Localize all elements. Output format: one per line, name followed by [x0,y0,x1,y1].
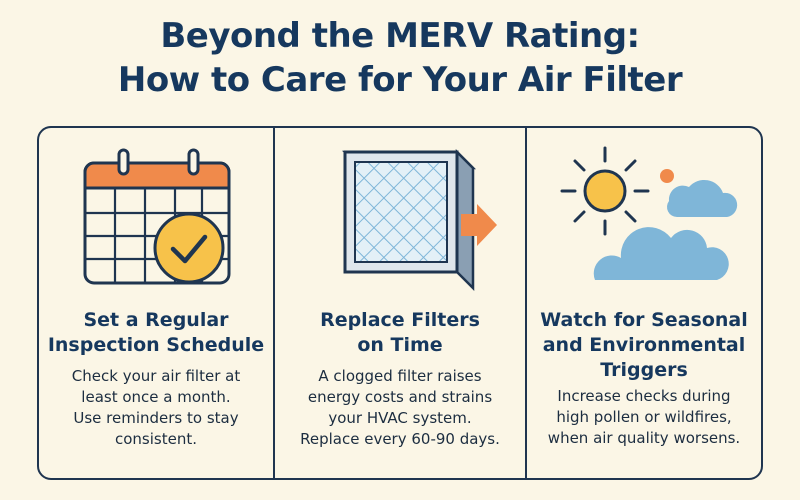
body-line: least once a month. [81,388,231,406]
body-line: your HVAC system. [328,409,472,427]
sun-clouds-icon [560,146,738,280]
heading-line: on Time [357,334,443,356]
body-line: energy costs and strains [307,388,493,406]
tip-card-seasonal: Watch for Seasonal and Environmental Tri… [527,128,761,478]
tip-heading: Watch for Seasonal and Environmental Tri… [527,308,761,383]
air-filter-arrow-icon [341,148,497,292]
tip-heading: Replace Filters on Time [275,308,525,358]
calendar-check-icon [83,148,231,285]
tip-body: Check your air filter at least once a mo… [39,366,273,450]
column-divider-2 [525,126,527,480]
body-line: when air quality worsens. [547,429,741,447]
tip-card-schedule: Set a Regular Inspection Schedule Check … [39,128,273,478]
body-line: A clogged filter raises [318,367,482,385]
heading-line: Triggers [600,359,688,381]
title-line-2: How to Care for Your Air Filter [117,60,683,100]
body-line: Use reminders to stay [73,409,239,427]
body-line: Check your air filter at [71,367,241,385]
heading-line: and Environmental [542,334,746,356]
title-line-1: Beyond the MERV Rating: [160,16,640,56]
body-line: consistent. [115,430,197,448]
heading-line: Replace Filters [320,309,480,331]
heading-line: Watch for Seasonal [540,309,748,331]
body-line: high pollen or wildfires, [556,408,732,426]
body-line: Replace every 60-90 days. [300,430,500,448]
tip-card-replace: Replace Filters on Time A clogged filter… [275,128,525,478]
body-line: Increase checks during [557,387,731,405]
heading-line: Set a Regular [83,309,229,331]
tip-heading: Set a Regular Inspection Schedule [39,308,273,358]
tip-body: A clogged filter raises energy costs and… [275,366,525,450]
page-title: Beyond the MERV Rating: How to Care for … [0,14,800,102]
heading-line: Inspection Schedule [47,334,265,356]
column-divider-1 [273,126,275,480]
tip-body: Increase checks during high pollen or wi… [527,386,761,449]
